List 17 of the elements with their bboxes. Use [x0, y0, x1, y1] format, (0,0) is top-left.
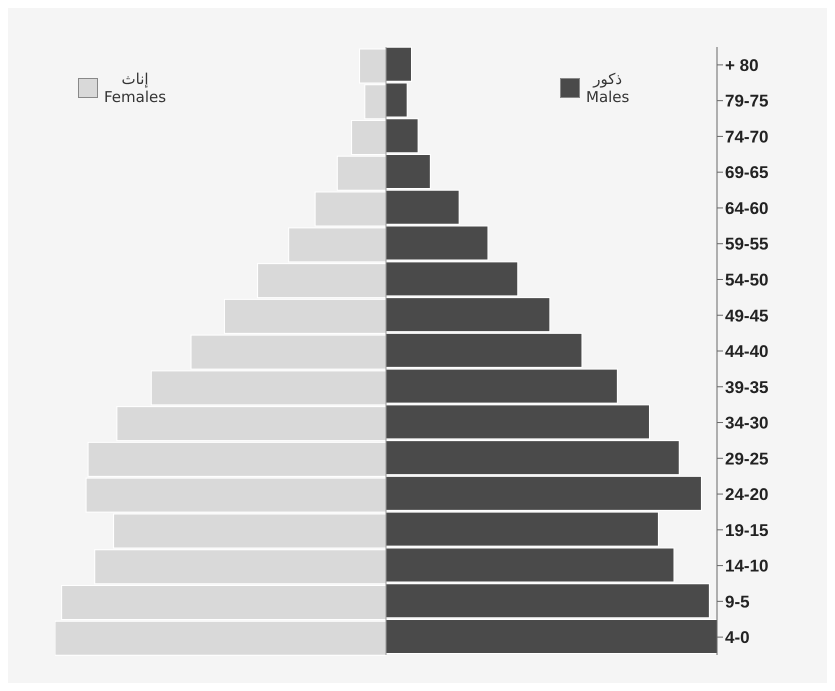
y-tick-label: 74-70 [725, 127, 768, 146]
y-tick-label: 24-20 [725, 485, 768, 504]
y-tick-label: 64-60 [725, 198, 768, 218]
y-tick-label: 59-55 [725, 234, 768, 254]
y-tick-label: 39-35 [725, 378, 768, 397]
y-tick-label: 9-5 [725, 592, 750, 612]
y-tick-label: 29-25 [725, 449, 768, 468]
y-tick-label: 14-10 [725, 556, 768, 576]
y-tick-label: + 80 [725, 56, 759, 75]
y-tick-label: 34-30 [725, 414, 768, 433]
y-tick-label: 44-40 [725, 342, 768, 362]
y-tick-label: 69-65 [725, 163, 768, 182]
y-tick-label: 19-15 [725, 520, 768, 540]
y-tick-label: 4-0 [725, 628, 750, 648]
y-tick-label: 54-50 [725, 270, 768, 290]
y-tick-label: 49-45 [725, 306, 768, 326]
y-tick-label: 79-75 [725, 92, 768, 111]
